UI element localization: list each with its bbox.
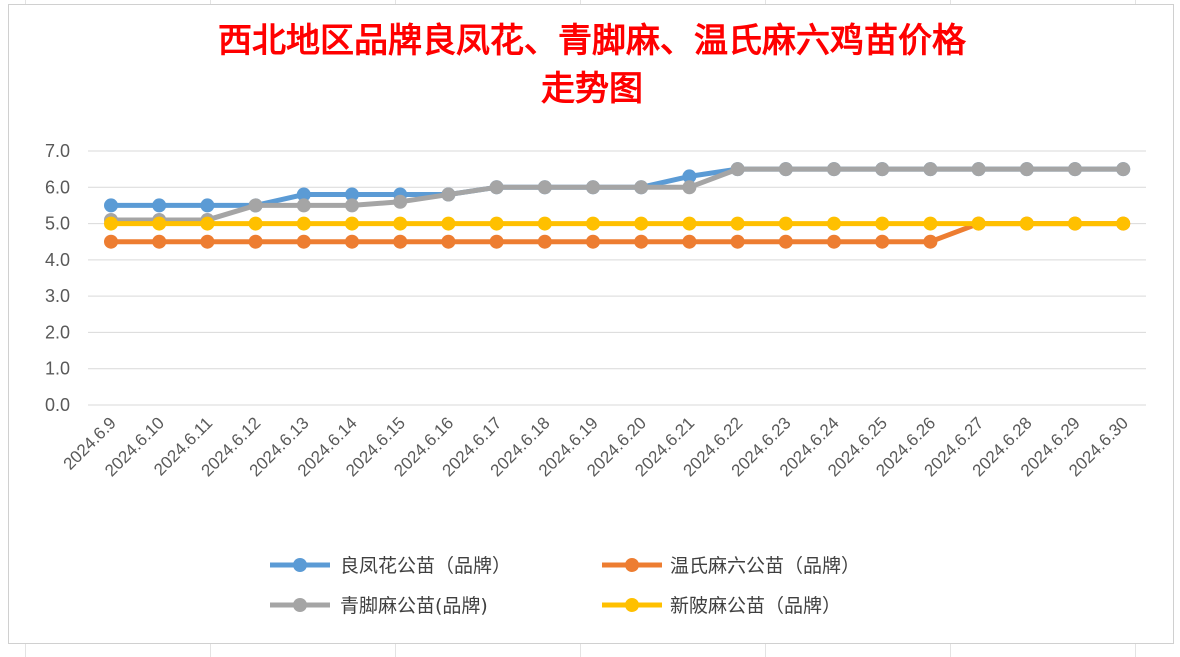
chart-title-line-2: 走势图 xyxy=(541,69,643,109)
data-point[interactable] xyxy=(200,198,215,213)
data-point[interactable] xyxy=(730,234,745,249)
data-point[interactable] xyxy=(682,180,697,195)
data-point[interactable] xyxy=(730,216,745,231)
data-point[interactable] xyxy=(152,216,167,231)
y-tick-label: 5.0 xyxy=(45,214,70,234)
data-point[interactable] xyxy=(1116,216,1131,231)
series-line xyxy=(108,166,1126,223)
data-point[interactable] xyxy=(778,234,793,249)
data-point[interactable] xyxy=(875,162,890,177)
data-point[interactable] xyxy=(971,216,986,231)
data-point[interactable] xyxy=(152,198,167,213)
data-point[interactable] xyxy=(248,234,263,249)
series-3 xyxy=(104,216,1131,231)
chart-title-line-1: 西北地区品牌良凤花、青脚麻、温氏麻六鸡苗价格 xyxy=(218,21,967,61)
data-point[interactable] xyxy=(345,187,359,202)
data-point[interactable] xyxy=(971,162,986,177)
data-point[interactable] xyxy=(682,216,697,231)
data-point[interactable] xyxy=(634,180,649,195)
legend-item[interactable]: 青脚麻公苗(品牌) xyxy=(270,595,488,617)
data-point[interactable] xyxy=(537,234,552,249)
data-point[interactable] xyxy=(586,180,600,195)
data-point[interactable] xyxy=(634,216,649,231)
legend-item[interactable]: 温氏麻六公苗（品牌） xyxy=(602,555,860,577)
series-line xyxy=(108,221,1126,245)
data-point[interactable] xyxy=(489,216,504,231)
data-point[interactable] xyxy=(104,198,118,213)
legend-label: 良凤花公苗（品牌） xyxy=(340,555,511,577)
data-point[interactable] xyxy=(441,234,456,249)
data-point[interactable] xyxy=(827,162,841,177)
data-point[interactable] xyxy=(586,216,600,231)
data-point[interactable] xyxy=(296,216,311,231)
data-point[interactable] xyxy=(1019,162,1034,177)
data-point[interactable] xyxy=(296,234,311,249)
data-point[interactable] xyxy=(393,216,408,231)
legend-item[interactable]: 良凤花公苗（品牌） xyxy=(270,555,511,577)
legend-swatch-marker xyxy=(293,558,307,572)
data-point[interactable] xyxy=(923,162,938,177)
data-point[interactable] xyxy=(104,216,118,231)
data-point[interactable] xyxy=(875,234,890,249)
data-point[interactable] xyxy=(441,216,456,231)
data-point[interactable] xyxy=(345,234,359,249)
y-axis-ticks: 0.0 1.0 2.0 3.0 4.0 5.0 6.0 7.0 xyxy=(45,141,70,415)
chart-area[interactable] xyxy=(8,4,1174,644)
data-point[interactable] xyxy=(537,180,552,195)
data-point[interactable] xyxy=(393,194,408,209)
y-tick-label: 2.0 xyxy=(45,322,70,342)
legend-label: 青脚麻公苗(品牌) xyxy=(340,595,488,617)
data-point[interactable] xyxy=(923,234,938,249)
data-point[interactable] xyxy=(296,187,311,202)
legend-item[interactable]: 新陂麻公苗（品牌） xyxy=(602,595,841,617)
data-point[interactable] xyxy=(248,198,263,213)
series-1 xyxy=(104,216,1131,249)
data-point[interactable] xyxy=(875,216,890,231)
y-tick-label: 6.0 xyxy=(45,177,70,197)
y-tick-label: 1.0 xyxy=(45,359,70,379)
data-point[interactable] xyxy=(345,216,359,231)
data-point[interactable] xyxy=(152,234,167,249)
data-point[interactable] xyxy=(104,234,118,249)
legend-swatch-marker xyxy=(293,598,307,612)
y-tick-label: 3.0 xyxy=(45,286,70,306)
data-point[interactable] xyxy=(923,216,938,231)
legend-swatch-marker xyxy=(625,558,639,572)
data-point[interactable] xyxy=(489,234,504,249)
data-point[interactable] xyxy=(1068,162,1082,177)
data-point[interactable] xyxy=(682,234,697,249)
data-point[interactable] xyxy=(730,162,745,177)
legend-label: 新陂麻公苗（品牌） xyxy=(670,595,841,617)
legend-swatch-marker xyxy=(625,598,639,612)
data-point[interactable] xyxy=(1116,162,1131,177)
data-point[interactable] xyxy=(441,187,456,202)
data-point[interactable] xyxy=(1019,216,1034,231)
data-point[interactable] xyxy=(586,234,600,249)
data-point[interactable] xyxy=(200,216,215,231)
y-tick-label: 0.0 xyxy=(45,395,70,415)
data-point[interactable] xyxy=(296,198,311,213)
legend-label: 温氏麻六公苗（品牌） xyxy=(670,555,860,577)
y-tick-label: 7.0 xyxy=(45,141,70,161)
series-2 xyxy=(104,162,1131,227)
data-point[interactable] xyxy=(778,162,793,177)
data-point[interactable] xyxy=(1068,216,1082,231)
data-point[interactable] xyxy=(682,169,697,184)
data-point[interactable] xyxy=(778,216,793,231)
data-point[interactable] xyxy=(827,216,841,231)
data-point[interactable] xyxy=(200,234,215,249)
data-point[interactable] xyxy=(634,234,649,249)
data-point[interactable] xyxy=(345,198,359,213)
data-point[interactable] xyxy=(248,216,263,231)
data-point[interactable] xyxy=(393,234,408,249)
data-point[interactable] xyxy=(827,234,841,249)
data-point[interactable] xyxy=(537,216,552,231)
x-axis-ticks: 2024.6.92024.6.102024.6.112024.6.122024.… xyxy=(60,413,1132,480)
data-point[interactable] xyxy=(489,180,504,195)
chart-title: 西北地区品牌良凤花、青脚麻、温氏麻六鸡苗价格 走势图 xyxy=(218,21,967,109)
y-tick-label: 4.0 xyxy=(45,250,70,270)
legend: 良凤花公苗（品牌） 温氏麻六公苗（品牌） 青脚麻公苗(品牌) 新陂麻公苗（品牌） xyxy=(270,555,860,617)
series-lines xyxy=(104,162,1131,249)
